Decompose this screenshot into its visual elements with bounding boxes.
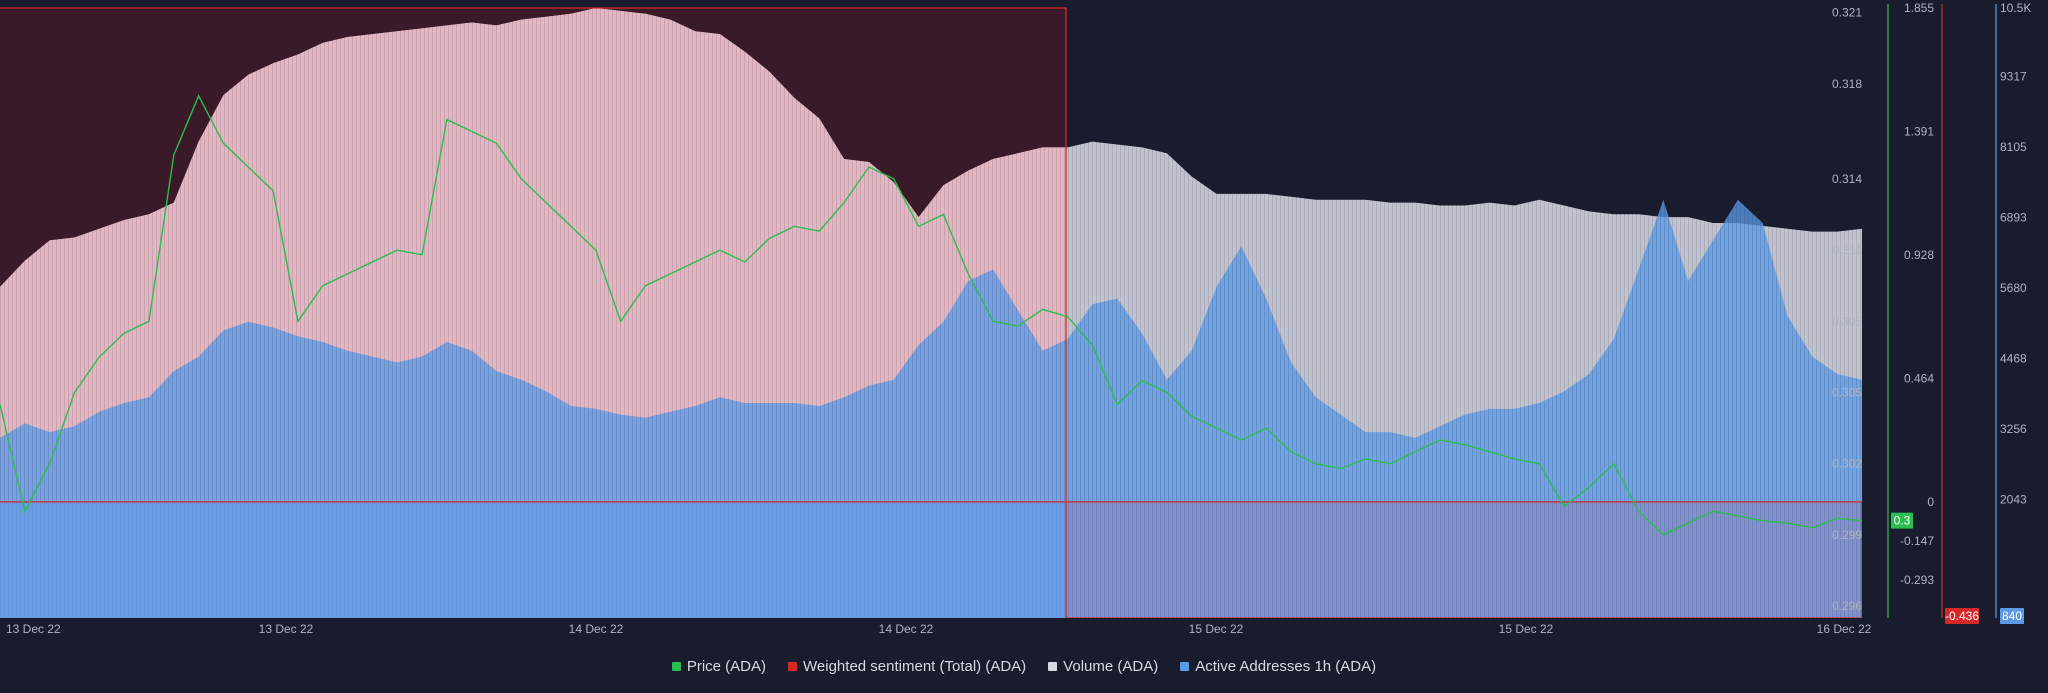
price-tick-label: 0.308 xyxy=(1832,314,1862,328)
x-tick-label: 14 Dec 22 xyxy=(879,622,934,636)
volume-tick-label: 10.5K xyxy=(2000,1,2031,15)
legend-label-price: Price (ADA) xyxy=(686,657,767,675)
active-addresses-current-badge: 840 xyxy=(2002,609,2022,623)
legend-swatch-price xyxy=(671,661,681,671)
price-tick-label: 0.321 xyxy=(1832,6,1862,20)
sentiment-tick-label: -0.293 xyxy=(1900,573,1934,587)
legend-swatch-active-addresses xyxy=(1180,661,1190,671)
price-tick-label: 0.305 xyxy=(1832,386,1862,400)
x-tick-label: 15 Dec 22 xyxy=(1499,622,1554,636)
sentiment-zero-region xyxy=(0,501,1066,618)
legend-item-sentiment[interactable]: Weighted sentiment (Total) (ADA) xyxy=(788,658,1026,675)
chart-canvas: 0.321 0.318 0.314 0.311 0.308 0.305 0.302 0.299… xyxy=(0,1,2032,636)
volume-tick-label: 4468 xyxy=(2000,351,2027,365)
volume-tick-label: 5680 xyxy=(2000,281,2027,295)
sentiment-tick-label: 0.464 xyxy=(1904,371,1934,385)
sentiment-outline xyxy=(0,7,1862,618)
price-tick-label: 0.296 xyxy=(1832,599,1862,613)
price-tick-label: 0.318 xyxy=(1832,77,1862,91)
x-tick-label: 13 Dec 22 xyxy=(6,622,61,636)
legend-swatch-sentiment xyxy=(788,661,798,671)
volume-tick-label: 6893 xyxy=(2000,211,2027,225)
legend-swatch-volume xyxy=(1048,661,1058,671)
price-line xyxy=(0,94,1862,536)
x-tick-label: 13 Dec 22 xyxy=(259,622,314,636)
legend-item-active-addresses[interactable]: Active Addresses 1h (ADA) xyxy=(1180,658,1376,675)
legend-label-sentiment: Weighted sentiment (Total) (ADA) xyxy=(803,657,1027,675)
active-addresses-current-badge-bg xyxy=(2000,608,2024,624)
x-tick-label: 16 Dec 22 xyxy=(1817,622,1872,636)
sentiment-current-badge-bg xyxy=(1945,608,1979,624)
plot-area xyxy=(0,7,1862,618)
sentiment-bar-negative xyxy=(1066,501,1862,618)
sentiment-current-badge: -0.436 xyxy=(1945,609,1979,623)
legend: Price (ADA) Weighted sentiment (Total) (… xyxy=(0,654,2048,678)
axes: 0.321 0.318 0.314 0.311 0.308 0.305 0.302 0.299… xyxy=(6,1,2031,636)
sentiment-tick-label: 1.391 xyxy=(1904,125,1934,139)
x-tick-label: 14 Dec 22 xyxy=(569,622,624,636)
price-tick-label: 0.299 xyxy=(1832,528,1862,542)
legend-item-volume[interactable]: Volume (ADA) xyxy=(1048,658,1158,675)
price-tick-label: 0.302 xyxy=(1832,457,1862,471)
price-tick-label: 0.314 xyxy=(1832,172,1862,186)
volume-tick-label: 2043 xyxy=(2000,492,2027,506)
legend-item-price[interactable]: Price (ADA) xyxy=(671,657,767,675)
sentiment-tick-label: 0 xyxy=(1927,495,1934,509)
volume-tick-label: 3256 xyxy=(2000,422,2027,436)
x-tick-label: 15 Dec 22 xyxy=(1189,622,1244,636)
sentiment-tick-label: -0.147 xyxy=(1900,534,1934,548)
price-current-badge-bg xyxy=(1891,512,1913,529)
legend-label-active-addresses: Active Addresses 1h (ADA) xyxy=(1195,657,1377,675)
volume-tick-label: 8105 xyxy=(2000,140,2027,154)
sentiment-tick-label: 1.855 xyxy=(1904,1,1934,15)
price-current-badge: 0.3 xyxy=(1894,514,1911,528)
sentiment-tick-label: 0.928 xyxy=(1904,248,1934,262)
price-tick-label: 0.311 xyxy=(1833,243,1862,257)
volume-tick-label: 9317 xyxy=(2000,70,2027,84)
legend-label-volume: Volume (ADA) xyxy=(1063,657,1159,675)
